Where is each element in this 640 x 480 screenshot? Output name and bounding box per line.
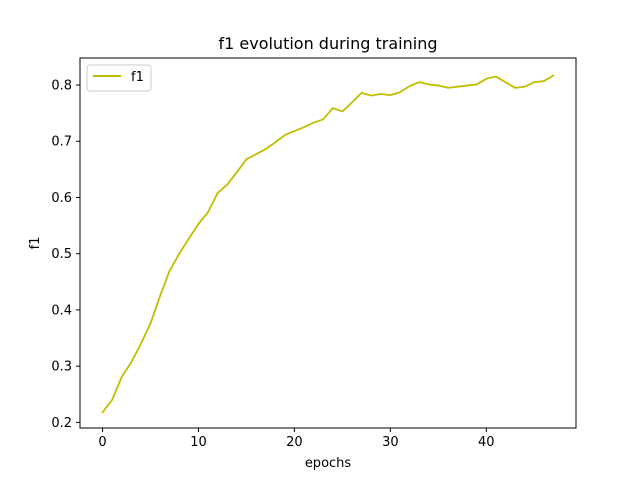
series-line-f1 bbox=[101, 74, 555, 414]
y-tick-label: 0.4 bbox=[51, 303, 72, 318]
x-tick-label: 20 bbox=[286, 435, 303, 450]
axes-frame bbox=[79, 57, 577, 429]
plot-area bbox=[101, 74, 555, 414]
x-axis-label: epochs bbox=[305, 456, 352, 471]
x-tick-label: 30 bbox=[382, 435, 399, 450]
x-tick-label: 10 bbox=[190, 435, 207, 450]
y-tick-label: 0.8 bbox=[51, 78, 72, 93]
y-tick-label: 0.3 bbox=[51, 360, 72, 375]
y-tick-label: 0.6 bbox=[51, 191, 72, 206]
y-tick-label: 0.2 bbox=[51, 416, 72, 431]
x-axis: 0 10 20 30 40 bbox=[98, 428, 495, 450]
y-axis-label: f1 bbox=[28, 237, 43, 250]
y-tick-label: 0.7 bbox=[51, 135, 72, 150]
y-tick-label: 0.5 bbox=[51, 247, 72, 262]
legend-label: f1 bbox=[131, 70, 144, 85]
y-axis: 0.2 0.3 0.4 0.5 0.6 0.7 0.8 bbox=[51, 78, 80, 431]
chart-title: f1 evolution during training bbox=[218, 34, 437, 53]
x-tick-label: 0 bbox=[98, 435, 106, 450]
legend-box bbox=[86, 64, 152, 92]
legend: f1 bbox=[86, 64, 152, 92]
x-tick-label: 40 bbox=[478, 435, 495, 450]
